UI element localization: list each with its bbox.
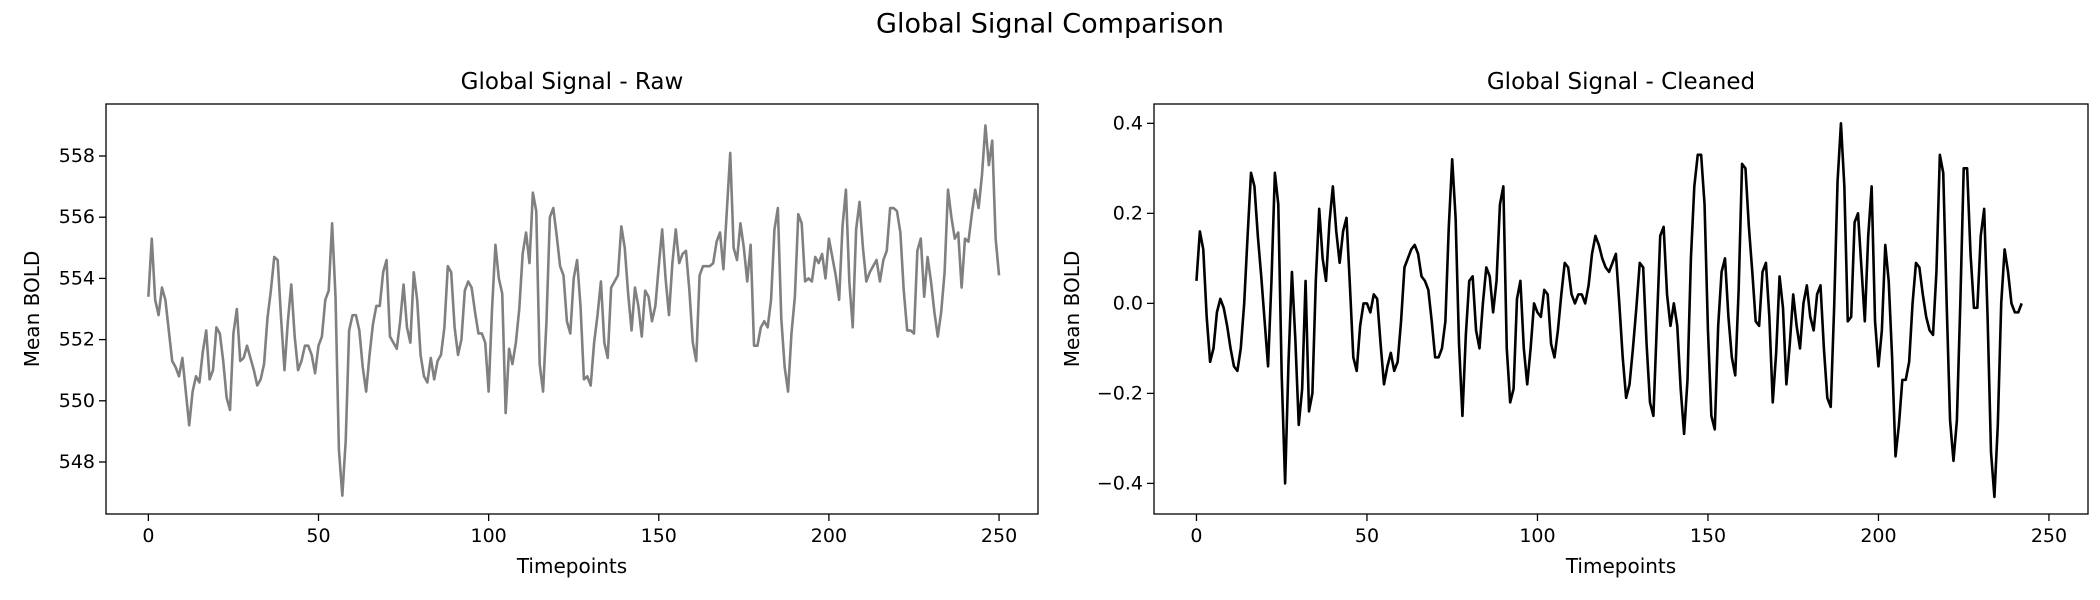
- plot-frame-cleaned: [1153, 103, 2089, 515]
- x-tick-label: 250: [2031, 525, 2067, 547]
- x-tick-label: 200: [1860, 525, 1896, 547]
- x-tick-label: 100: [471, 525, 507, 547]
- y-axis-label-raw: Mean BOLD: [20, 251, 44, 368]
- y-tick-label: 554: [59, 267, 95, 289]
- y-tick-label: 0.4: [1113, 112, 1143, 134]
- y-tick-label: 556: [59, 206, 95, 228]
- y-tick-label: 558: [59, 145, 95, 167]
- x-ticks-cleaned: 0 50 100 150 200 250: [1190, 514, 2067, 547]
- x-tick-label: 0: [142, 525, 154, 547]
- x-tick-label: 100: [1519, 525, 1555, 547]
- y-tick-label: 550: [59, 390, 95, 412]
- y-tick-label: −0.4: [1097, 472, 1143, 494]
- y-tick-label: 548: [59, 451, 95, 473]
- x-tick-label: 50: [1355, 525, 1379, 547]
- x-tick-label: 50: [306, 525, 330, 547]
- line-series-cleaned: [1195, 122, 2023, 499]
- figure-title: Global Signal Comparison: [876, 9, 1224, 40]
- x-tick-label: 250: [981, 525, 1017, 547]
- x-tick-label: 200: [811, 525, 847, 547]
- x-tick-label: 150: [1690, 525, 1726, 547]
- y-ticks-raw: 548 550 552 554 556 558: [59, 145, 106, 473]
- x-axis-label-raw: Timepoints: [516, 554, 627, 578]
- chart-title-raw: Global Signal - Raw: [461, 69, 684, 95]
- y-tick-label: 552: [59, 329, 95, 351]
- panel-raw: Global Signal - Raw 0 50 100 150 200 250 5485…: [20, 69, 1039, 578]
- y-ticks-cleaned: −0.4 −0.2 0.0 0.2 0.4: [1097, 112, 1154, 494]
- x-axis-label-cleaned: Timepoints: [1565, 554, 1676, 578]
- line-series-raw: [147, 124, 1001, 497]
- y-tick-label: 0.0: [1113, 292, 1143, 314]
- x-tick-label: 150: [641, 525, 677, 547]
- x-tick-label: 0: [1190, 525, 1202, 547]
- y-tick-label: 0.2: [1113, 202, 1143, 224]
- y-axis-label-cleaned: Mean BOLD: [1060, 251, 1084, 368]
- chart-title-cleaned: Global Signal - Cleaned: [1487, 69, 1755, 95]
- x-ticks-raw: 0 50 100 150 200 250: [142, 514, 1017, 547]
- panel-cleaned: Global Signal - Cleaned 0 50 100 150 200 250 …: [1060, 69, 2089, 578]
- y-tick-label: −0.2: [1097, 382, 1143, 404]
- plot-frame-raw: [105, 103, 1039, 515]
